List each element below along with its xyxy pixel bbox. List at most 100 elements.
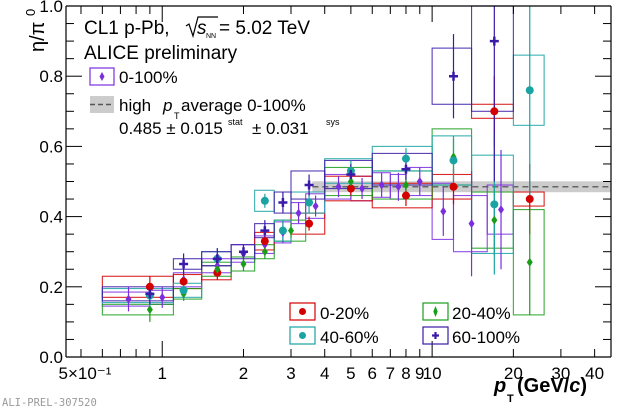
data-point-60-100pct (212, 254, 222, 264)
data-point-0-100pct (312, 201, 319, 211)
y-tick-label: 0.0 (39, 348, 63, 367)
average-band (312, 181, 611, 193)
watermark: ALI-PREL-307520 (2, 397, 97, 409)
legend-20-40-box (422, 302, 449, 321)
sys-box-60-100pct (471, 5, 514, 112)
legend-40-60-circle-icon (299, 332, 306, 339)
x-tick-label: 9 (415, 364, 424, 383)
data-point-0-100pct (125, 294, 132, 304)
legend-60-100-label: 60-100% (452, 328, 520, 347)
legend-0-20-circle-icon (299, 308, 306, 315)
data-point-0-100pct (295, 208, 302, 218)
data-point-0-20pct (179, 277, 188, 286)
data-point-0-100pct (378, 180, 385, 190)
data-point-0-100pct (395, 182, 402, 192)
title-energy: = 5.02 TeV (219, 18, 310, 39)
data-point-0-100pct (359, 184, 366, 194)
legend-0-100-box (89, 67, 115, 86)
data-point-20-40pct (240, 259, 247, 269)
title-s: s (197, 18, 207, 39)
data-point-0-100pct (468, 219, 475, 229)
legend-band-p: p (162, 96, 172, 115)
data-point-40-60pct (179, 286, 188, 295)
data-point-0-20pct (490, 107, 499, 116)
legend-40-60-box (289, 326, 316, 345)
x-tick-label: 1 (157, 364, 166, 383)
x-tick-label: 40 (585, 364, 604, 383)
data-point-0-20pct (305, 219, 314, 228)
data-point-0-20pct (449, 182, 458, 191)
legend-0-20-box (289, 302, 316, 321)
x-tick-label: 4 (320, 364, 329, 383)
x-axis-label-unit: (GeV/c) (517, 375, 587, 397)
y-tick-label: 0.2 (39, 278, 63, 297)
data-point-60-100pct (448, 71, 458, 81)
data-point-40-60pct (490, 200, 499, 209)
x-axis-label-p: p (493, 375, 506, 397)
legend-0-100-diamond-icon (99, 72, 105, 81)
svg-text:0: 0 (23, 9, 38, 16)
average-band-layer (312, 181, 611, 193)
data-point-60-100pct (260, 226, 270, 236)
data-point-20-40pct (261, 247, 268, 257)
x-tick-label: 3 (286, 364, 295, 383)
data-point-20-40pct (146, 305, 153, 315)
axes-layer: 0.0 0.2 0.4 0.6 0.8 1.0 5×10⁻¹ 1 2 3 4 5 6 7 8 910 20 30 4… (39, 0, 612, 383)
data-point-40-60pct (260, 196, 269, 205)
legend-band-sys-value: ± 0.031 (252, 119, 309, 138)
legend-60-100-box (422, 326, 449, 345)
data-point-60-100pct (278, 198, 288, 208)
sys-box-20-40pct (512, 209, 545, 316)
data-point-60-100pct (401, 164, 411, 174)
data-point-0-20pct (346, 184, 355, 193)
x-tick-label: 30 (551, 364, 570, 383)
data-point-0-100pct (416, 177, 423, 186)
sys-box-60-100pct (101, 286, 174, 302)
y-tick-label: 0.8 (39, 67, 63, 86)
data-point-60-100pct (304, 180, 314, 190)
data-point-40-60pct (278, 226, 287, 235)
legend-band-label-prefix: high (119, 96, 151, 115)
y-axis-label: η/π 0 (23, 9, 49, 52)
data-point-0-20pct (145, 282, 154, 291)
legend-20-40-label: 20-40% (452, 304, 511, 323)
legend-band-value: 0.485 ± 0.015 (119, 119, 223, 138)
legend-40-60-label: 40-60% (320, 328, 379, 347)
x-tick-label: 8 (401, 364, 410, 383)
data-point-60-100pct (145, 289, 155, 299)
data-point-40-60pct (401, 154, 410, 163)
data-point-20-40pct (214, 264, 221, 274)
data-point-20-40pct (491, 215, 498, 225)
x-axis-label-T: T (507, 393, 514, 405)
legend-band-stat: stat (228, 117, 243, 127)
data-point-0-100pct (498, 205, 505, 215)
data-point-40-60pct (305, 198, 314, 207)
data-point-0-20pct (401, 191, 410, 200)
legend-0-100-label: 0-100% (119, 68, 178, 87)
x-tick-label: 20 (504, 364, 523, 383)
legend-band-T: T (174, 111, 180, 121)
x-tick-label: 6 (368, 364, 377, 383)
data-point-60-100pct (489, 36, 499, 46)
sys-box-20-40pct (101, 303, 174, 316)
legend-band-sys: sys (326, 117, 340, 127)
markers-layer (125, 36, 534, 315)
subtitle-text: ALICE preliminary (84, 43, 238, 64)
data-point-60-100pct (238, 247, 248, 257)
y-tick-label: 0.4 (39, 208, 63, 227)
data-point-40-60pct (525, 86, 534, 95)
title-text: CL1 p-Pb, (84, 18, 170, 39)
x-tick-label: 5 (346, 364, 355, 383)
data-point-40-60pct (449, 156, 458, 165)
data-point-60-100pct (179, 259, 189, 269)
svg-text:η/π: η/π (27, 22, 49, 52)
data-point-20-40pct (526, 257, 533, 267)
data-point-0-20pct (260, 237, 269, 246)
data-point-0-100pct (335, 182, 342, 192)
legend-20-40-diamond-icon (433, 306, 438, 317)
y-tick-label: 1.0 (39, 0, 63, 16)
x-tick-label: 2 (239, 364, 248, 383)
data-point-20-40pct (402, 180, 409, 190)
data-point-20-40pct (288, 226, 295, 236)
systematic-boxes-layer (101, 5, 545, 316)
